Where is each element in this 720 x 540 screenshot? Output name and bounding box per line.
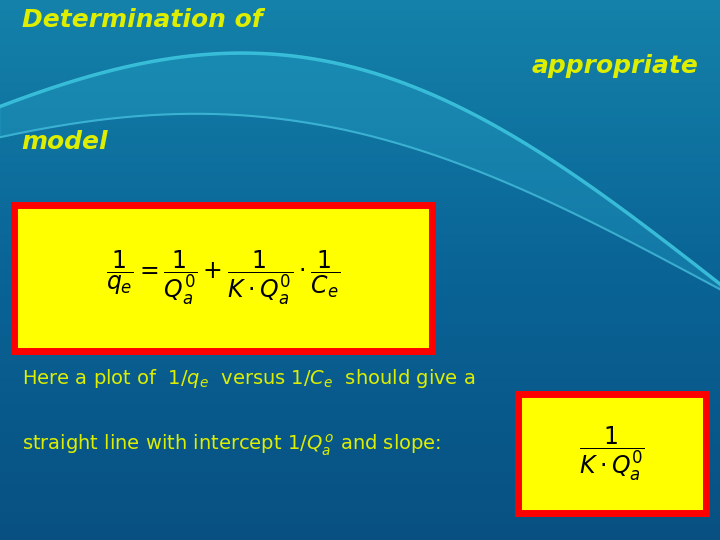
Text: Determination of: Determination of	[22, 8, 262, 32]
Text: appropriate: appropriate	[531, 54, 698, 78]
Text: $\dfrac{1}{K \cdot Q_a^0}$: $\dfrac{1}{K \cdot Q_a^0}$	[579, 424, 645, 483]
Text: $\dfrac{1}{q_e} = \dfrac{1}{Q_a^0} + \dfrac{1}{K \cdot Q_a^0} \cdot \dfrac{1}{C_: $\dfrac{1}{q_e} = \dfrac{1}{Q_a^0} + \df…	[106, 249, 341, 307]
FancyBboxPatch shape	[14, 205, 432, 351]
Text: Here a plot of  $1/q_e$  versus $1/C_e$  should give a: Here a plot of $1/q_e$ versus $1/C_e$ sh…	[22, 367, 475, 390]
Text: straight line with intercept $1/Q_a^{\,o}$ and slope:: straight line with intercept $1/Q_a^{\,o…	[22, 432, 441, 457]
Text: model: model	[22, 130, 108, 153]
FancyBboxPatch shape	[518, 394, 706, 513]
